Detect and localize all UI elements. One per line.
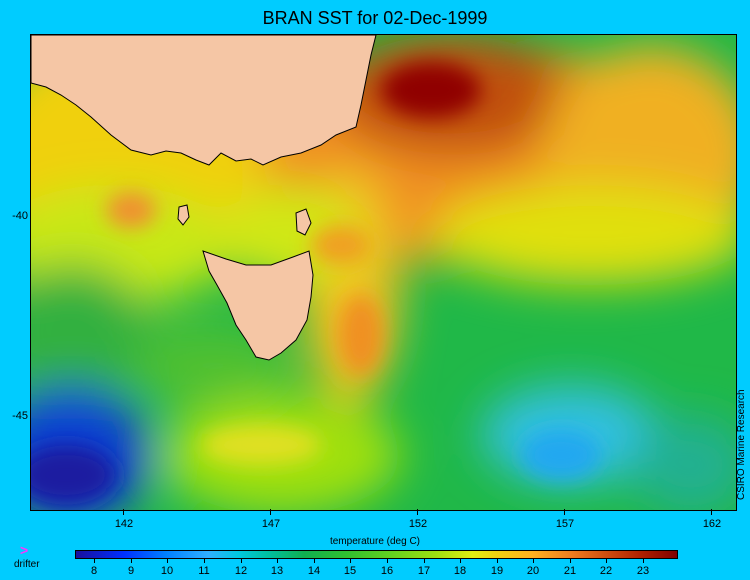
sst-field <box>31 35 736 510</box>
mainland-land <box>31 35 377 166</box>
credit-text: CSIRO Marine Research <box>736 389 747 500</box>
colorbar-tick <box>497 558 498 563</box>
lon-tick <box>270 509 271 515</box>
drifter-legend-icon: > <box>20 542 29 558</box>
colorbar-label: 21 <box>563 565 577 577</box>
colorbar-tick <box>424 558 425 563</box>
colorbar-tick <box>643 558 644 563</box>
lon-tick <box>123 509 124 515</box>
king-island <box>177 204 190 226</box>
sst-map <box>30 34 737 511</box>
lon-label-152: 152 <box>408 518 428 530</box>
temperature-eddies <box>31 62 601 505</box>
colorbar-label: 13 <box>270 565 284 577</box>
colorbar-label: 22 <box>599 565 613 577</box>
colorbar-label: 18 <box>453 565 467 577</box>
colorbar-label: 23 <box>636 565 650 577</box>
lat-label-45: -45 <box>12 410 28 422</box>
colorbar-label: 19 <box>490 565 504 577</box>
lon-tick <box>711 509 712 515</box>
lon-tick <box>564 509 565 515</box>
lat-label-40: -40 <box>12 210 28 222</box>
flinders-island <box>295 208 312 236</box>
colorbar-label: 11 <box>198 565 210 577</box>
lon-label-147: 147 <box>261 518 281 530</box>
lon-label-162: 162 <box>702 518 722 530</box>
colorbar-tick <box>131 558 132 563</box>
colorbar-tick <box>277 558 278 563</box>
colorbar-tick <box>533 558 534 563</box>
colorbar-tick <box>570 558 571 563</box>
colorbar-label: 20 <box>526 565 540 577</box>
colorbar-title: temperature (deg C) <box>329 536 421 547</box>
lon-label-142: 142 <box>114 518 134 530</box>
colorbar-label: 14 <box>307 565 321 577</box>
colorbar-tick <box>94 558 95 563</box>
colorbar-tick <box>241 558 242 563</box>
colorbar-tick <box>460 558 461 563</box>
colorbar-label: 10 <box>160 565 174 577</box>
colorbar-label: 9 <box>127 565 135 577</box>
colorbar-label: 12 <box>234 565 248 577</box>
temperature-gradient <box>31 35 736 510</box>
colorbar-tick <box>204 558 205 563</box>
lon-label-157: 157 <box>555 518 575 530</box>
colorbar-tick <box>387 558 388 563</box>
lon-tick <box>417 509 418 515</box>
temperature-colorbar <box>75 550 678 559</box>
colorbar-tick <box>314 558 315 563</box>
colorbar-label: 15 <box>343 565 357 577</box>
tasmania-land <box>202 250 314 361</box>
colorbar-label: 8 <box>90 565 98 577</box>
colorbar-label: 17 <box>417 565 431 577</box>
colorbar-tick <box>350 558 351 563</box>
drifter-legend-label: drifter <box>14 559 40 570</box>
map-title: BRAN SST for 02-Dec-1999 <box>262 8 488 28</box>
colorbar-tick <box>606 558 607 563</box>
colorbar-label: 16 <box>380 565 394 577</box>
colorbar-tick <box>167 558 168 563</box>
